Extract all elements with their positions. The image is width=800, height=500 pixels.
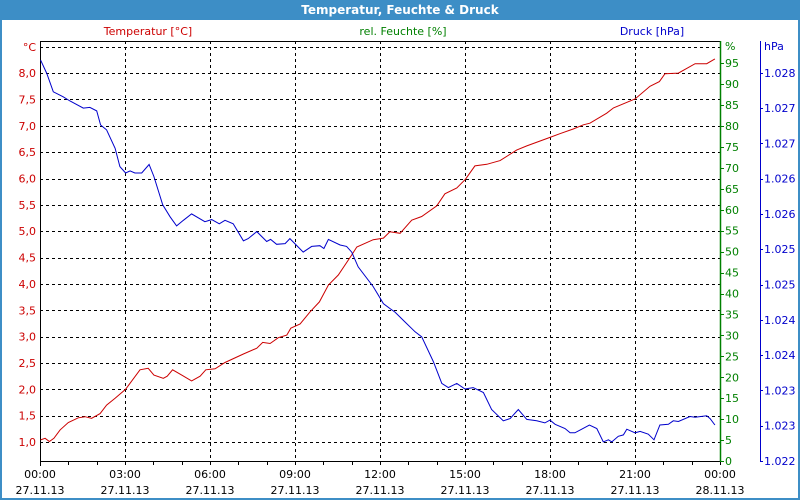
x-tick-time: 00:00 — [704, 468, 736, 481]
temperature-tick-label: 7,5 — [19, 93, 37, 106]
humidity-tick-label: 35 — [725, 308, 739, 321]
humidity-tick-label: 75 — [725, 141, 739, 154]
pressure-tick-label: 1.025 — [764, 279, 796, 292]
x-tick-date: 27.11.13 — [611, 484, 660, 497]
pressure-tick-label: 1.024 — [764, 314, 796, 327]
x-tick-date: 27.11.13 — [441, 484, 490, 497]
x-tick-date: 28.11.13 — [696, 484, 745, 497]
humidity-legend: rel. Feuchte [%] — [359, 25, 446, 38]
temperature-legend: Temperatur [°C] — [103, 25, 192, 38]
temperature-tick-label: 2,5 — [19, 357, 37, 370]
humidity-tick-label: 45 — [725, 267, 739, 280]
temperature-tick-label: 5,5 — [19, 199, 37, 212]
humidity-tick-label: 50 — [725, 246, 739, 259]
pressure-legend: Druck [hPa] — [620, 25, 684, 38]
pressure-tick-label: 1.024 — [764, 349, 796, 362]
x-tick-time: 12:00 — [364, 468, 396, 481]
humidity-tick-label: 10 — [725, 413, 739, 426]
temperature-unit-label: °C — [23, 41, 37, 54]
pressure-unit-label: hPa — [764, 40, 784, 53]
humidity-tick-label: 25 — [725, 350, 739, 363]
x-tick-date: 27.11.13 — [526, 484, 575, 497]
temperature-tick-label: 6,0 — [19, 173, 37, 186]
humidity-tick-label: 60 — [725, 204, 739, 217]
pressure-tick-label: 1.027 — [764, 102, 796, 115]
temperature-tick-label: 5,0 — [19, 225, 37, 238]
temperature-tick-label: 4,0 — [19, 278, 37, 291]
temperature-tick-label: 6,5 — [19, 146, 37, 159]
humidity-tick-label: 90 — [725, 78, 739, 91]
x-tick-date: 27.11.13 — [16, 484, 65, 497]
temperature-tick-label: 7,0 — [19, 120, 37, 133]
x-tick-date: 27.11.13 — [101, 484, 150, 497]
x-tick-time: 09:00 — [279, 468, 311, 481]
pressure-tick-label: 1.026 — [764, 173, 796, 186]
x-tick-time: 06:00 — [194, 468, 226, 481]
pressure-tick-label: 1.023 — [764, 420, 796, 433]
pressure-tick-label: 1.025 — [764, 243, 796, 256]
x-tick-time: 15:00 — [449, 468, 481, 481]
pressure-tick-label: 1.028 — [764, 67, 796, 80]
temperature-tick-label: 1,5 — [19, 410, 37, 423]
humidity-tick-label: 65 — [725, 183, 739, 196]
pressure-tick-label: 1.027 — [764, 137, 796, 150]
x-tick-time: 00:00 — [24, 468, 56, 481]
x-tick-date: 27.11.13 — [186, 484, 235, 497]
humidity-unit-label: % — [725, 40, 735, 53]
humidity-tick-label: 55 — [725, 225, 739, 238]
humidity-tick-label: 20 — [725, 371, 739, 384]
temperature-tick-label: 3,5 — [19, 304, 37, 317]
x-tick-date: 27.11.13 — [271, 484, 320, 497]
pressure-tick-label: 1.026 — [764, 208, 796, 221]
x-tick-time: 21:00 — [619, 468, 651, 481]
x-tick-time: 03:00 — [109, 468, 141, 481]
temperature-tick-label: 3,0 — [19, 331, 37, 344]
temperature-tick-label: 4,5 — [19, 252, 37, 265]
temperature-tick-label: 8,0 — [19, 67, 37, 80]
pressure-tick-label: 1.023 — [764, 384, 796, 397]
x-tick-time: 18:00 — [534, 468, 566, 481]
x-tick-date: 27.11.13 — [356, 484, 405, 497]
humidity-tick-label: 0 — [725, 455, 732, 468]
humidity-tick-label: 80 — [725, 120, 739, 133]
temperature-series-line — [40, 58, 716, 443]
pressure-tick-label: 1.022 — [764, 455, 796, 468]
humidity-tick-label: 30 — [725, 329, 739, 342]
humidity-tick-label: 95 — [725, 57, 739, 70]
humidity-tick-label: 5 — [725, 434, 732, 447]
temperature-tick-label: 2,0 — [19, 383, 37, 396]
humidity-tick-label: 70 — [725, 162, 739, 175]
pressure-series-line — [40, 59, 716, 443]
temperature-tick-label: 1,0 — [19, 436, 37, 449]
chart-title: Temperatur, Feuchte & Druck — [301, 3, 499, 17]
humidity-tick-label: 15 — [725, 392, 739, 405]
humidity-tick-label: 40 — [725, 288, 739, 301]
humidity-tick-label: 85 — [725, 99, 739, 112]
